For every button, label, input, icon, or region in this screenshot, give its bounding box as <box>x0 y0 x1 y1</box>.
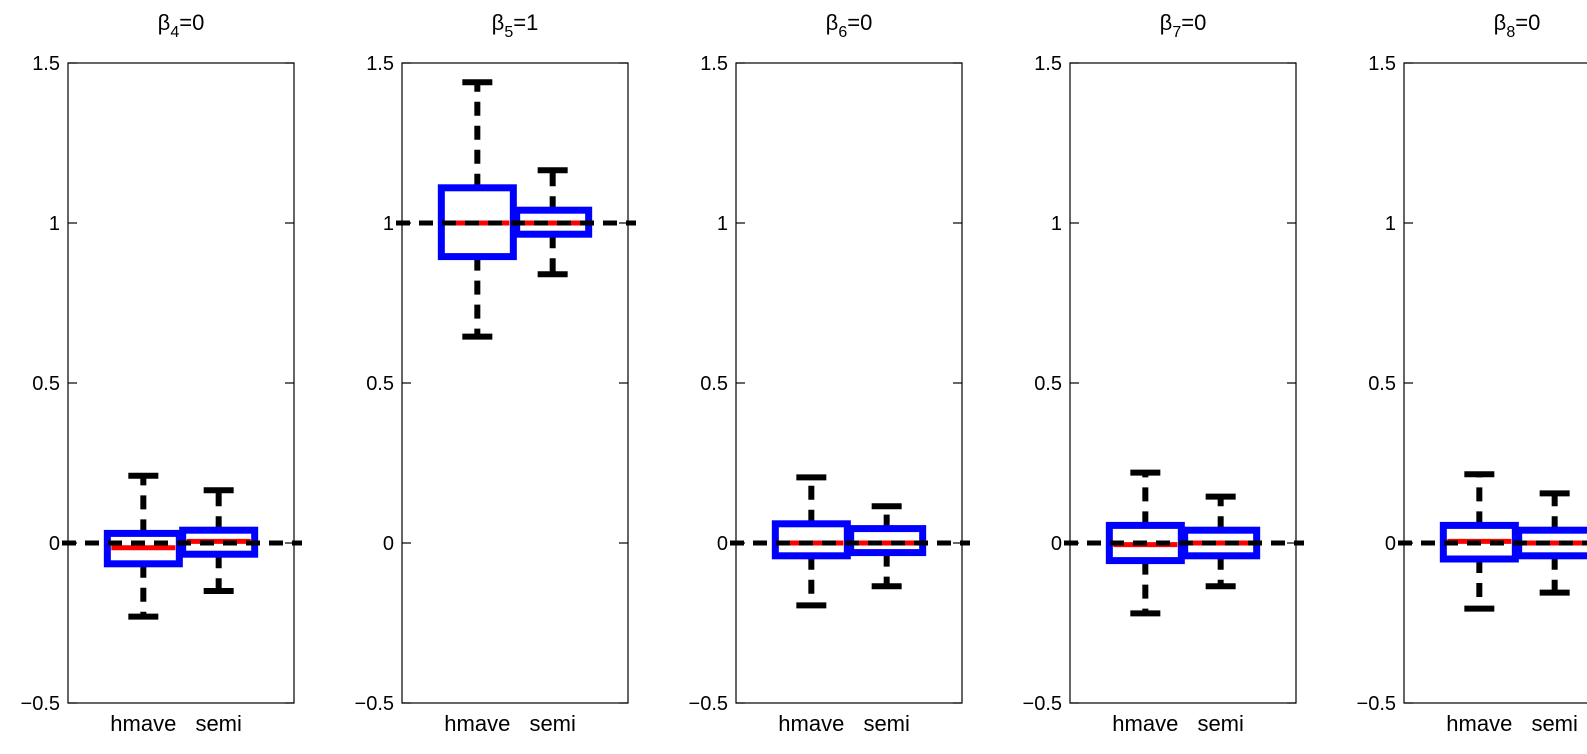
x-category-label: semi <box>863 711 909 736</box>
y-tick-label: 0 <box>1051 533 1062 555</box>
panel-title: β8=0 <box>1494 10 1541 41</box>
y-tick-label: −0.5 <box>355 693 394 715</box>
y-tick-label: 1 <box>717 213 728 235</box>
y-tick-label: −0.5 <box>21 693 60 715</box>
y-tick-label: 1.5 <box>1368 53 1396 75</box>
y-tick-label: 0 <box>1385 533 1396 555</box>
x-category-label: semi <box>1197 711 1243 736</box>
x-category-label: semi <box>195 711 241 736</box>
y-tick-label: −0.5 <box>689 693 728 715</box>
panel-1: −0.5 0 0.5 1 1.5 hmave semi β4=0 <box>21 10 302 736</box>
box-semi <box>1185 497 1257 587</box>
x-category-label: hmave <box>110 711 176 736</box>
y-tick-label: 1 <box>383 213 394 235</box>
panel-title: β4=0 <box>158 10 205 41</box>
y-tick-label: 0 <box>717 533 728 555</box>
x-category-label: semi <box>529 711 575 736</box>
axes-frame <box>1404 63 1587 703</box>
x-category-label: hmave <box>444 711 510 736</box>
y-tick-label: 0.5 <box>32 373 60 395</box>
y-tick-label: 1 <box>49 213 60 235</box>
y-tick-label: −0.5 <box>1023 693 1062 715</box>
y-tick-label: −0.5 <box>1357 693 1396 715</box>
box-semi <box>183 490 255 591</box>
y-tick-label: 1.5 <box>700 53 728 75</box>
y-tick-label: 0.5 <box>1034 373 1062 395</box>
panel-4: −0.5 0 0.5 1 1.5 hmave semi β7=0 <box>1023 10 1304 736</box>
y-tick-label: 0 <box>383 533 394 555</box>
x-category-label: hmave <box>1446 711 1512 736</box>
y-tick-label: 0 <box>49 533 60 555</box>
box-semi <box>517 170 589 274</box>
box-hmave <box>107 476 179 617</box>
panel-3: −0.5 0 0.5 1 1.5 hmave semi β6=0 <box>689 10 970 736</box>
axes-frame <box>402 63 628 703</box>
y-tick-label: 1.5 <box>366 53 394 75</box>
y-tick-label: 0.5 <box>1368 373 1396 395</box>
x-category-label: semi <box>1531 711 1577 736</box>
panel-2: −0.5 0 0.5 1 1.5 hmave semi β5=1 <box>355 10 636 736</box>
x-category-label: hmave <box>1112 711 1178 736</box>
y-tick-label: 0.5 <box>700 373 728 395</box>
box-semi <box>1519 493 1587 592</box>
x-category-label: hmave <box>778 711 844 736</box>
box-semi <box>851 506 923 586</box>
panel-title: β6=0 <box>826 10 873 41</box>
y-tick-label: 1 <box>1051 213 1062 235</box>
box-hmave <box>441 82 513 336</box>
panel-title: β7=0 <box>1160 10 1207 41</box>
panel-5: −0.5 0 0.5 1 1.5 hmave semi β8=0 <box>1357 10 1587 736</box>
y-tick-label: 0.5 <box>366 373 394 395</box>
y-tick-label: 1.5 <box>32 53 60 75</box>
y-tick-label: 1 <box>1385 213 1396 235</box>
axes-frame <box>1070 63 1296 703</box>
axes-frame <box>68 63 294 703</box>
iqr-box <box>775 524 847 556</box>
y-tick-label: 1.5 <box>1034 53 1062 75</box>
axes-frame <box>736 63 962 703</box>
panel-title: β5=1 <box>492 10 539 41</box>
